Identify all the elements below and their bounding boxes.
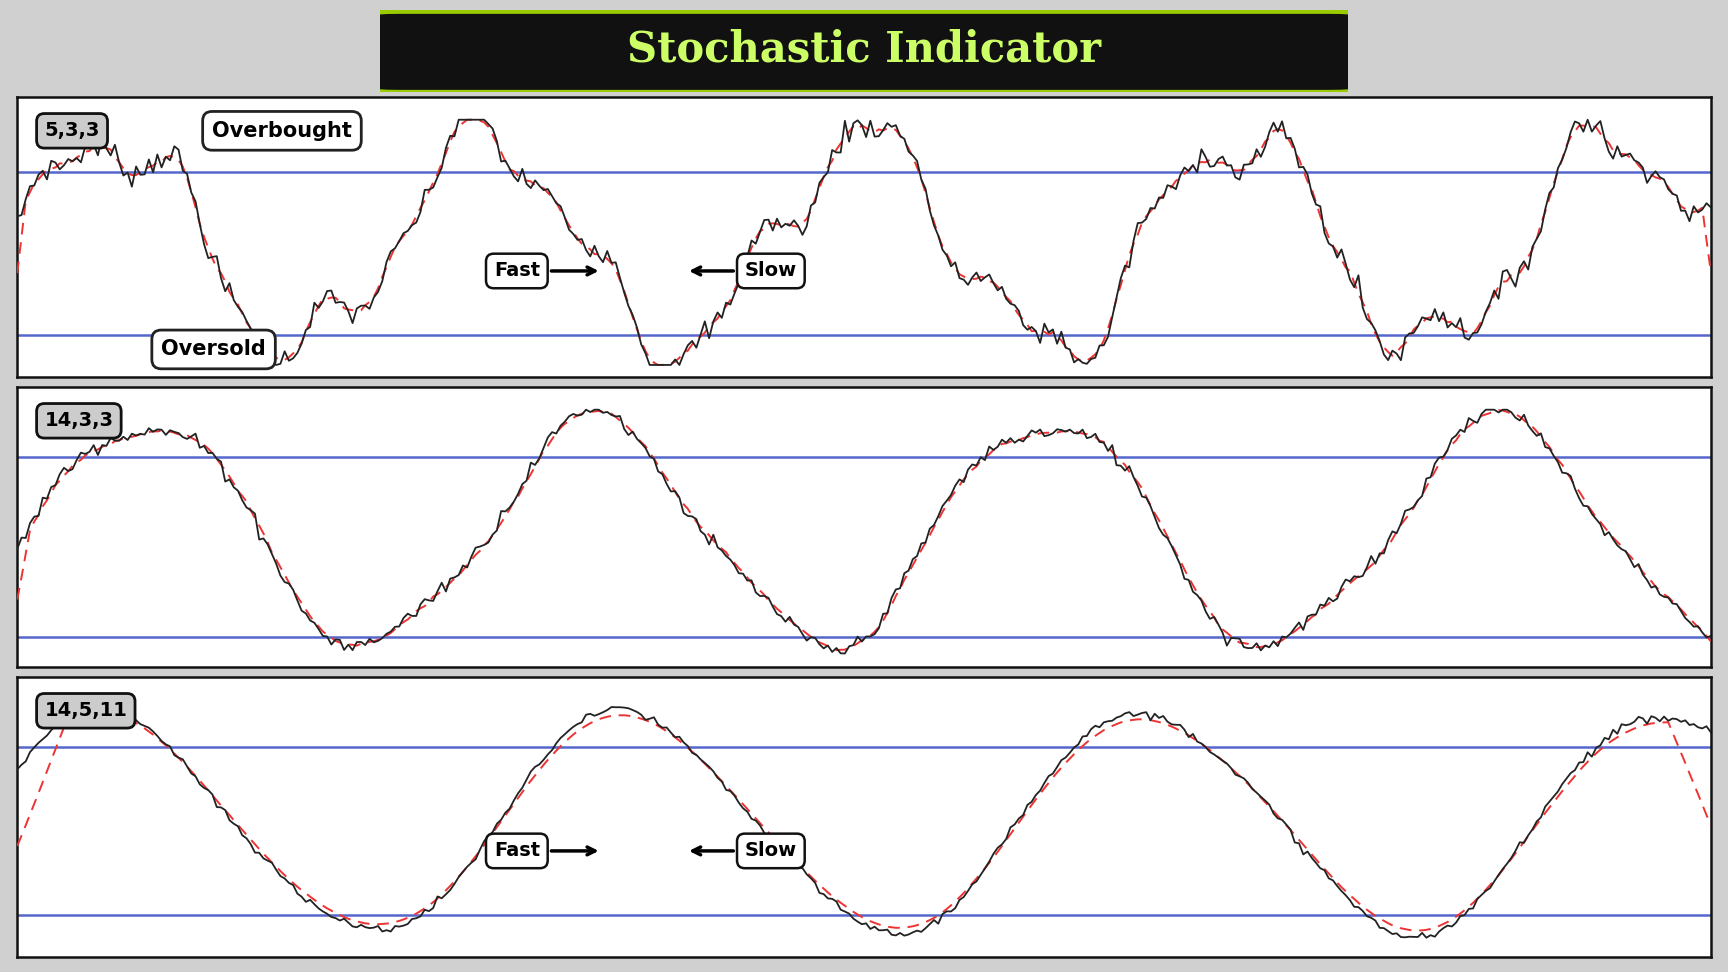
FancyBboxPatch shape <box>351 7 1377 95</box>
Text: Stochastic Indicator: Stochastic Indicator <box>627 28 1101 70</box>
Text: Fast: Fast <box>494 842 594 860</box>
Text: 5,3,3: 5,3,3 <box>45 122 100 140</box>
Text: Overbought: Overbought <box>213 121 353 141</box>
Text: Slow: Slow <box>693 842 797 860</box>
Text: 14,3,3: 14,3,3 <box>45 411 114 431</box>
Text: Slow: Slow <box>693 261 797 281</box>
Text: Fast: Fast <box>494 261 594 281</box>
FancyBboxPatch shape <box>370 14 1358 89</box>
Text: Oversold: Oversold <box>161 339 266 360</box>
Text: 14,5,11: 14,5,11 <box>45 701 128 720</box>
